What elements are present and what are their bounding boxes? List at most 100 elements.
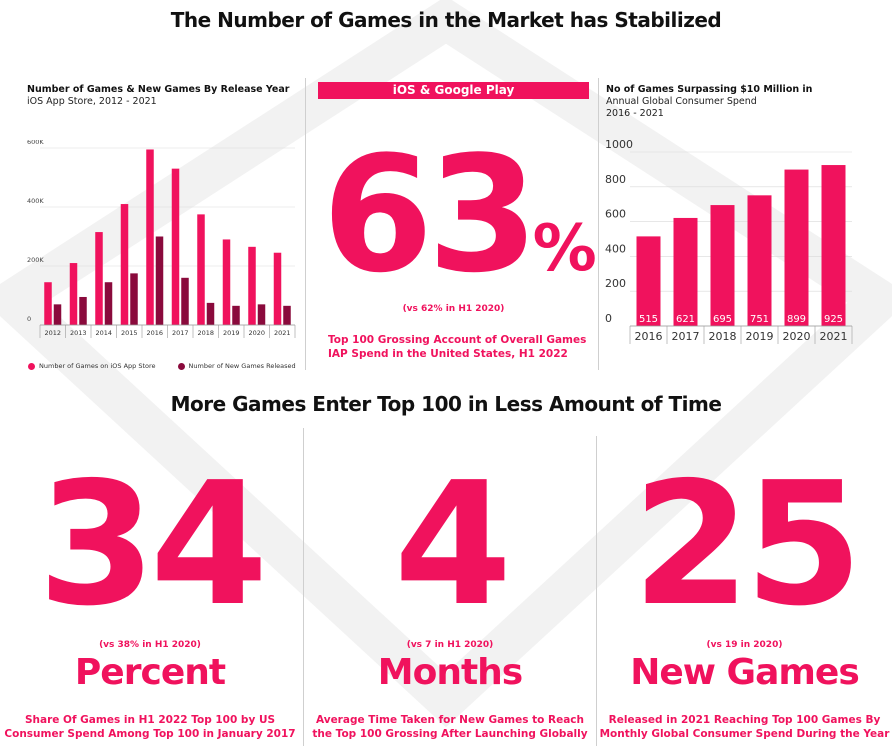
data-label: 751 (750, 314, 769, 325)
right-chart-subtitle: Annual Global Consumer Spend (606, 96, 757, 107)
bar-total-games (273, 252, 282, 325)
x-tick-label: 2017 (172, 329, 189, 337)
stat-note: (vs 62% in H1 2020) (402, 304, 505, 314)
legend-swatch-total (28, 362, 35, 370)
data-label: 621 (676, 314, 695, 325)
games-by-release-year-chart: 0 200K 400K 600K 2012 2013 2014 2015 2016 2017 201… (27, 140, 296, 338)
stat-description: Share Of Games in H1 2022 Top 100 by US … (0, 713, 300, 741)
stat-description-line: Share Of Games in H1 2022 Top 100 by US (24, 714, 276, 726)
y-tick-label: 200K (27, 256, 44, 264)
x-tick-label: 2016 (146, 329, 163, 337)
bar-new-games (53, 304, 62, 325)
y-tick-label: 600K (27, 140, 44, 146)
stat-note: (vs 19 in 2020) (706, 640, 783, 650)
left-panel-header: Number of Games & New Games By Release Y… (27, 84, 289, 108)
bar-games-over-10m (710, 205, 735, 326)
right-chart-title: No of Games Surpassing $10 Million in (606, 84, 813, 95)
divider (303, 428, 304, 746)
data-label: 899 (787, 314, 806, 325)
stat-description-line: Top 100 Grossing Account of Overall Game… (328, 334, 587, 346)
bar-new-games (257, 304, 266, 325)
bar-games-over-10m (636, 236, 661, 326)
stat-description-line: Average Time Taken for New Games to Reac… (315, 714, 585, 726)
y-tick-label: 800 (605, 173, 626, 186)
right-chart-subtitle: 2016 - 2021 (606, 108, 664, 119)
x-tick-label: 2020 (783, 330, 811, 343)
bar-new-games (104, 282, 113, 325)
bar-games-over-10m (747, 195, 772, 326)
bar-total-games (248, 246, 256, 325)
x-tick-label: 2020 (248, 329, 265, 337)
stat-unit: Months (377, 652, 523, 693)
divider (305, 78, 306, 370)
x-tick-label: 2018 (709, 330, 737, 343)
y-tick-label: 600 (605, 208, 626, 221)
stat-unit: New Games (630, 652, 860, 693)
y-tick-label: 200 (605, 277, 626, 290)
bar-total-games (171, 168, 180, 325)
bar-new-games (283, 305, 291, 325)
big-stat-25: 25 (632, 446, 863, 644)
stat-description-line: Released in 2021 Reaching Top 100 Games … (608, 714, 881, 726)
bar-new-games (130, 273, 138, 325)
x-tick-label: 2021 (820, 330, 848, 343)
left-chart-title: Number of Games & New Games By Release Y… (27, 84, 290, 95)
right-panel-header: No of Games Surpassing $10 Million in An… (606, 84, 812, 120)
x-tick-label: 2018 (197, 329, 214, 337)
bar-total-games (120, 204, 129, 325)
games-over-10m-chart: 0 200 400 600 800 1000 515 2016 621 2017 695 2018 75… (605, 140, 853, 344)
y-tick-label: 400 (605, 242, 626, 255)
left-chart-legend: Number of Games on iOS App Store Number … (28, 362, 296, 370)
y-tick-label: 400K (27, 197, 44, 205)
stat-description-line: IAP Spend in the United States, H1 2022 (328, 348, 568, 360)
data-label: 515 (639, 314, 658, 325)
bar-new-games (206, 302, 215, 325)
stat-note: (vs 7 in H1 2020) (406, 640, 494, 650)
stat-description: Top 100 Grossing Account of Overall Game… (318, 333, 589, 361)
bar-new-games (155, 236, 164, 325)
x-tick-label: 2019 (746, 330, 774, 343)
page-title: The Number of Games in the Market has St… (170, 8, 722, 32)
percent-sign: % (532, 212, 597, 286)
y-tick-label: 0 (605, 312, 612, 325)
stat-description: Released in 2021 Reaching Top 100 Games … (597, 713, 892, 741)
stat-description-line: Monthly Global Consumer Spend During the… (599, 728, 890, 740)
data-label: 925 (824, 314, 843, 325)
divider (596, 436, 597, 746)
x-tick-label: 2016 (635, 330, 663, 343)
big-stat-34: 34 (37, 446, 269, 644)
big-stat-63: 63% (310, 120, 600, 344)
stat-description-line: the Top 100 Grossing After Launching Glo… (312, 728, 588, 740)
bar-games-over-10m (821, 165, 846, 326)
legend-label-new: Number of New Games Released (188, 362, 296, 370)
bar-new-games (232, 305, 240, 325)
bar-new-games (79, 296, 87, 325)
legend-swatch-new (177, 362, 185, 370)
x-tick-label: 2012 (44, 329, 61, 337)
x-tick-label: 2017 (672, 330, 700, 343)
bar-total-games (95, 232, 103, 325)
divider (598, 78, 599, 370)
bar-total-games (146, 149, 154, 325)
y-tick-label: 1000 (605, 140, 633, 151)
stat-note: (vs 38% in H1 2020) (99, 640, 201, 650)
bar-total-games (222, 239, 231, 325)
platform-banner: iOS & Google Play (318, 82, 589, 99)
bar-total-games (197, 214, 205, 325)
section-title: More Games Enter Top 100 in Less Amount … (170, 392, 722, 416)
big-stat-4: 4 (393, 446, 512, 644)
stat-description: Average Time Taken for New Games to Reac… (304, 713, 596, 741)
big-stat-value: 63 (322, 121, 539, 308)
x-tick-label: 2015 (121, 329, 138, 337)
stat-description-line: Consumer Spend Among Top 100 in January … (4, 728, 296, 740)
y-tick-label: 0 (27, 315, 31, 323)
left-chart-subtitle: iOS App Store, 2012 - 2021 (27, 96, 157, 107)
legend-label-total: Number of Games on iOS App Store (39, 362, 156, 370)
x-tick-label: 2021 (274, 329, 291, 337)
x-tick-label: 2014 (95, 329, 112, 337)
bar-total-games (44, 282, 52, 325)
bar-games-over-10m (673, 217, 698, 326)
bar-games-over-10m (784, 169, 809, 326)
data-label: 695 (713, 314, 732, 325)
